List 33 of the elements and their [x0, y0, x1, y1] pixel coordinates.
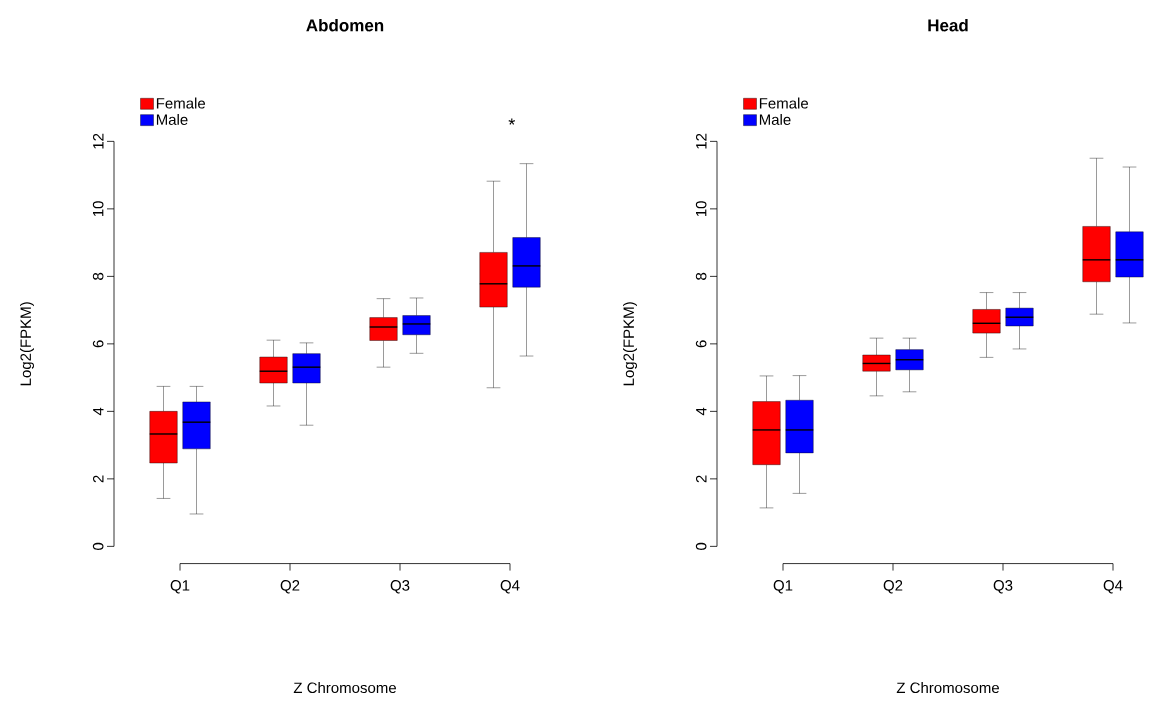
- y-tick-label: 12: [93, 133, 104, 149]
- legend-label: Female: [156, 97, 206, 109]
- x-tick-label: Q1: [773, 580, 793, 594]
- x-tick-label: Q3: [993, 580, 1013, 594]
- x-tick-label: Q3: [390, 580, 410, 594]
- y-tick-label: 8: [695, 272, 707, 280]
- chart-title: Head: [928, 18, 968, 32]
- y-tick-label: 2: [93, 475, 104, 483]
- y-tick-label: 6: [92, 340, 104, 348]
- y-tick-label: 4: [93, 407, 104, 416]
- legend-label: Male: [156, 113, 188, 125]
- y-tick-label: 10: [695, 201, 707, 217]
- y-tick-label: 0: [695, 542, 707, 550]
- y-tick-label: 10: [92, 201, 104, 217]
- y-axis-title: Log2(FPKM): [20, 302, 34, 386]
- y-axis-title: Log2(FPKM): [623, 302, 637, 386]
- chart-title: Abdomen: [306, 18, 384, 32]
- y-tick-label: 8: [92, 272, 104, 280]
- y-tick-label: 0: [92, 542, 104, 550]
- x-axis-title: Z Chromosome: [896, 682, 999, 694]
- x-tick-label: Q2: [280, 580, 300, 594]
- y-tick-label: 2: [696, 475, 707, 483]
- x-tick-label: Q1: [170, 580, 190, 594]
- x-axis-title: Z Chromosome: [293, 682, 396, 694]
- x-tick-label: Q2: [883, 580, 903, 594]
- y-tick-label: 12: [696, 133, 707, 149]
- y-tick-label: 6: [695, 340, 707, 348]
- x-tick-label: Q4: [500, 580, 520, 594]
- legend-label: Female: [759, 97, 809, 109]
- text: *: [508, 118, 516, 125]
- x-tick-label: Q4: [1103, 580, 1123, 594]
- legend-label: Male: [759, 113, 791, 125]
- y-tick-label: 4: [696, 407, 707, 416]
